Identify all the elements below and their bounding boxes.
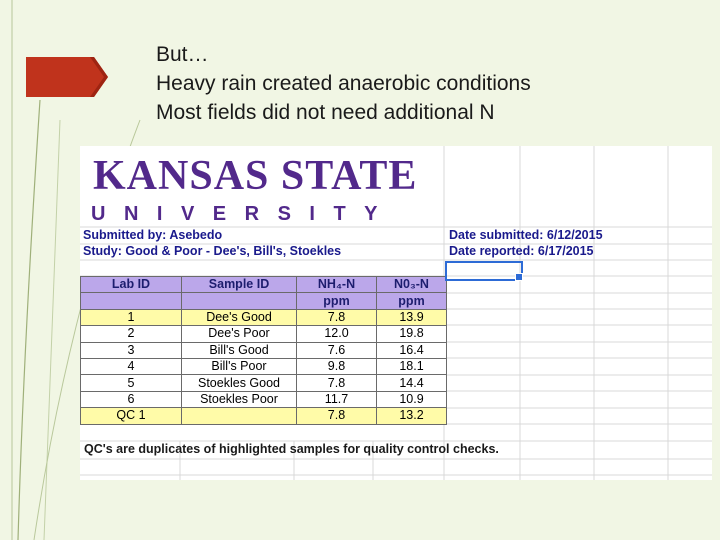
lab-id-cell: 4	[80, 357, 182, 376]
lab-id-cell: 5	[80, 374, 182, 392]
unit-cell	[80, 292, 182, 310]
slide-text: But… Heavy rain created anaerobic condit…	[156, 40, 531, 127]
sample-id-cell: Bill's Poor	[181, 357, 297, 376]
table-row: 4 Bill's Poor 9.8 18.1	[80, 357, 447, 376]
no3-cell: 14.4	[376, 374, 447, 392]
nh4-cell: 9.8	[296, 357, 377, 376]
header-sample-id: Sample ID	[181, 275, 297, 294]
date-submitted: Date submitted: 6/12/2015	[449, 228, 603, 242]
no3-cell: 19.8	[376, 325, 447, 343]
slide-line-2: Heavy rain created anaerobic conditions	[156, 72, 531, 95]
sample-id-cell	[181, 407, 297, 425]
kansas-state-logo: KANSAS STATE	[93, 153, 418, 199]
nh4-cell: 7.8	[296, 407, 377, 425]
table-row: 5 Stoekles Good 7.8 14.4	[80, 374, 447, 392]
spreadsheet-image: KANSAS STATE UNIVERSITY Submitted by: As…	[80, 146, 712, 480]
selected-cell[interactable]	[445, 261, 523, 281]
fill-handle[interactable]	[515, 273, 523, 281]
nh4-cell: 11.7	[296, 390, 377, 409]
header-lab-id: Lab ID	[80, 275, 182, 294]
no3-cell: 10.9	[376, 390, 447, 409]
header-nh4: NH₄-N	[296, 275, 377, 294]
lab-id-cell: 1	[80, 308, 182, 327]
arrow-banner-icon	[26, 57, 108, 97]
no3-cell: 13.9	[376, 308, 447, 327]
sample-id-cell: Dee's Good	[181, 308, 297, 327]
table-row: 2 Dee's Poor 12.0 19.8	[80, 325, 447, 343]
unit-cell: ppm	[296, 292, 377, 310]
lab-id-cell: 3	[80, 341, 182, 359]
date-reported: Date reported: 6/17/2015	[449, 244, 594, 258]
nh4-cell: 12.0	[296, 325, 377, 343]
unit-cell: ppm	[376, 292, 447, 310]
table-header-row: Lab ID Sample ID NH₄-N N0₃-N	[80, 275, 447, 294]
sample-id-cell: Stoekles Poor	[181, 390, 297, 409]
sample-id-cell: Dee's Poor	[181, 325, 297, 343]
table-row: QC 1 7.8 13.2	[80, 407, 447, 425]
nh4-cell: 7.8	[296, 308, 377, 327]
table-row: 3 Bill's Good 7.6 16.4	[80, 341, 447, 359]
university-wordmark: UNIVERSITY	[91, 203, 397, 225]
table-row: 1 Dee's Good 7.8 13.9	[80, 308, 447, 327]
lab-id-cell: QC 1	[80, 407, 182, 425]
results-table: Lab ID Sample ID NH₄-N N0₃-N ppm ppm 1 D…	[80, 275, 447, 425]
unit-cell	[181, 292, 297, 310]
study-label: Study: Good & Poor - Dee's, Bill's, Stoe…	[83, 244, 342, 258]
slide-line-1: But…	[156, 43, 209, 66]
no3-cell: 18.1	[376, 357, 447, 376]
nh4-cell: 7.6	[296, 341, 377, 359]
slide-line-3: Most fields did not need additional N	[156, 101, 495, 124]
nh4-cell: 7.8	[296, 374, 377, 392]
table-units-row: ppm ppm	[80, 292, 447, 310]
no3-cell: 13.2	[376, 407, 447, 425]
lab-id-cell: 2	[80, 325, 182, 343]
submitted-by: Submitted by: Asebedo	[83, 228, 223, 242]
qc-note: QC's are duplicates of highlighted sampl…	[84, 442, 499, 456]
no3-cell: 16.4	[376, 341, 447, 359]
sample-id-cell: Bill's Good	[181, 341, 297, 359]
lab-id-cell: 6	[80, 390, 182, 409]
header-no3: N0₃-N	[376, 275, 447, 294]
sample-id-cell: Stoekles Good	[181, 374, 297, 392]
table-row: 6 Stoekles Poor 11.7 10.9	[80, 390, 447, 409]
